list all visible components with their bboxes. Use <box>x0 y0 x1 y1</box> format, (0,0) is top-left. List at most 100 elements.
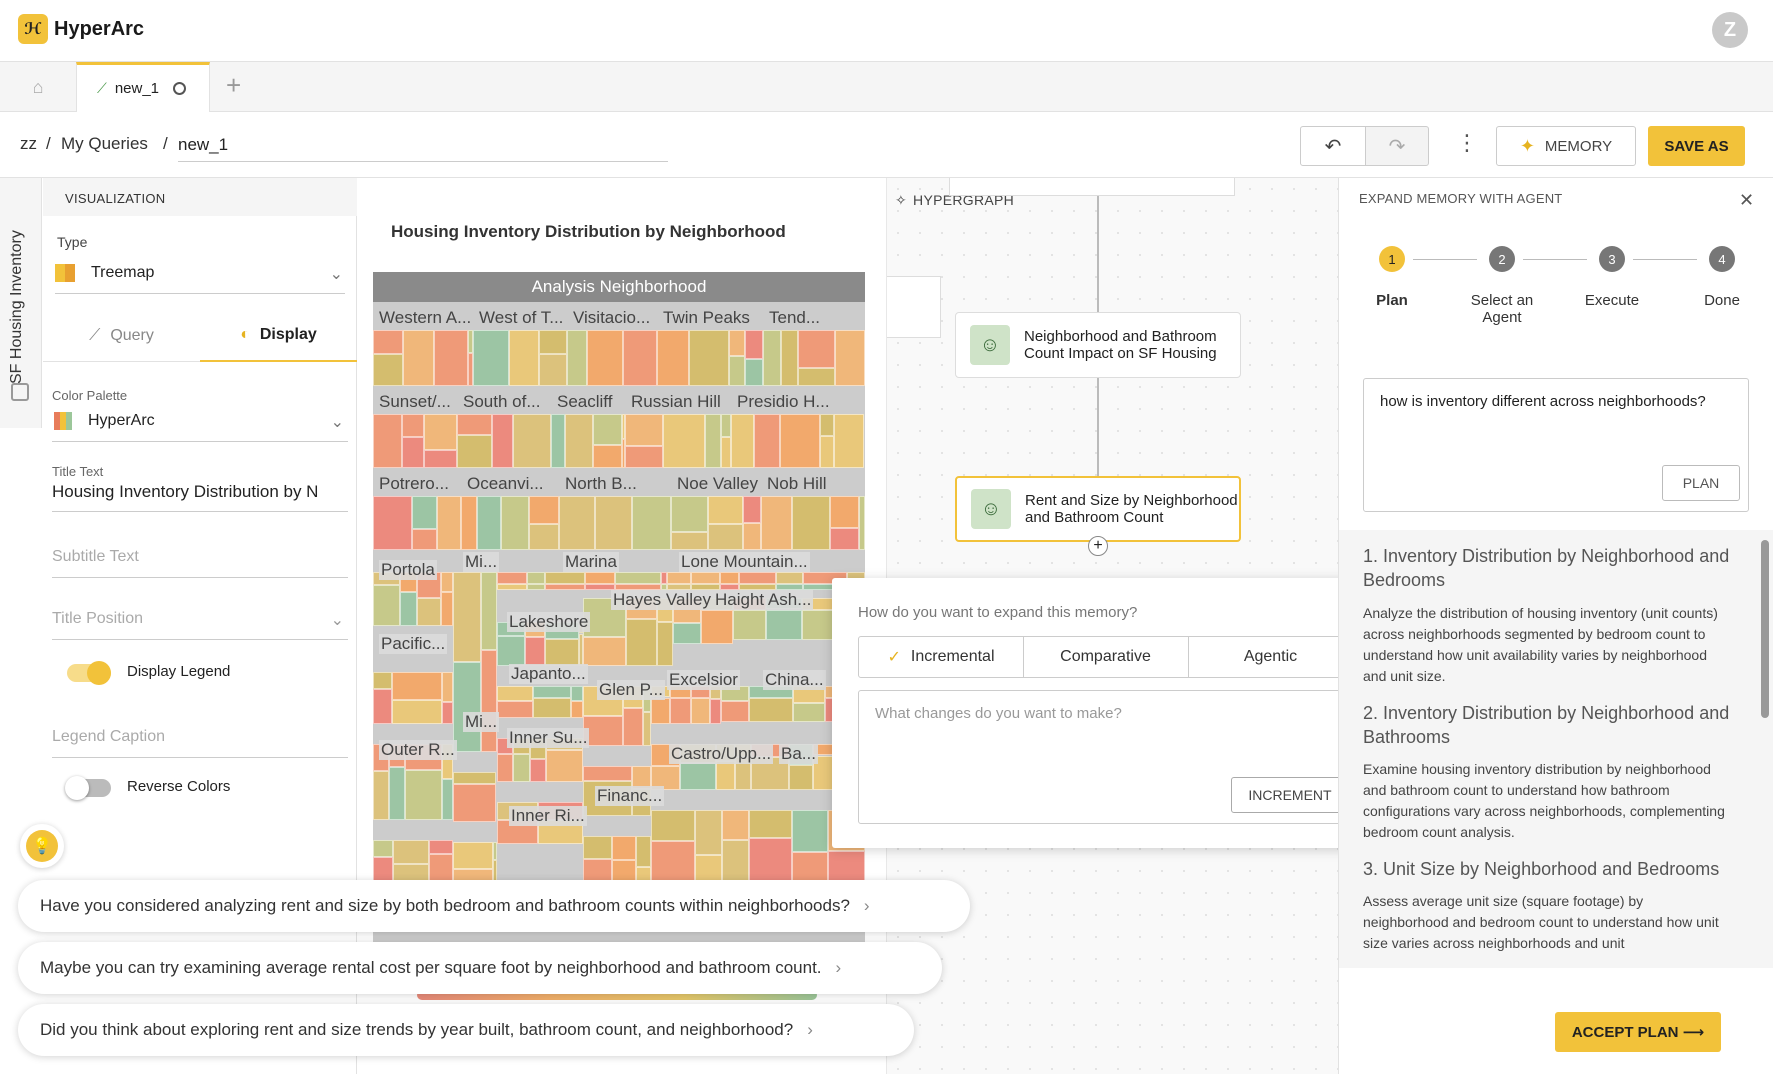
treemap-cell[interactable] <box>661 584 667 590</box>
save-as-button[interactable]: SAVE AS <box>1648 126 1745 166</box>
treemap-cell[interactable] <box>623 330 657 386</box>
treemap-cell[interactable] <box>424 414 457 450</box>
treemap-cell[interactable] <box>749 810 792 838</box>
treemap-cell[interactable] <box>453 784 496 822</box>
treemap-cell[interactable] <box>417 598 441 626</box>
treemap-cell[interactable] <box>595 496 632 550</box>
treemap-cell[interactable] <box>661 572 667 584</box>
treemap-cell[interactable] <box>820 414 834 436</box>
title-text-field[interactable]: Housing Inventory Distribution by N <box>52 482 348 512</box>
graph-node-selected[interactable]: ☺ Rent and Size by Neighborhood and Bath… <box>955 476 1241 542</box>
treemap-cell[interactable] <box>583 836 612 859</box>
treemap-cell[interactable] <box>545 584 585 590</box>
treemap-cell[interactable] <box>533 698 571 718</box>
treemap-cell[interactable] <box>651 698 670 724</box>
treemap-cell[interactable] <box>701 610 733 644</box>
treemap-cell[interactable] <box>497 584 527 590</box>
treemap-cell[interactable] <box>680 763 716 790</box>
suggestion-item[interactable]: Have you considered analyzing rent and s… <box>18 880 970 932</box>
treemap-cell[interactable] <box>373 354 403 386</box>
treemap-cell[interactable] <box>820 436 834 468</box>
treemap-chart[interactable]: Analysis Neighborhood Western A... West o… <box>373 272 865 962</box>
treemap-cell[interactable] <box>393 840 429 864</box>
treemap-cell[interactable] <box>830 496 859 528</box>
prompt-textarea[interactable]: how is inventory different across neighb… <box>1363 378 1749 512</box>
treemap-cell[interactable] <box>453 572 481 662</box>
undo-button[interactable]: ↶ <box>1300 126 1366 166</box>
treemap-cell[interactable] <box>776 584 803 590</box>
treemap-cell[interactable] <box>527 584 545 590</box>
treemap-cell[interactable] <box>402 414 424 437</box>
treemap-cell[interactable] <box>457 435 492 468</box>
treemap-cell[interactable] <box>389 767 405 820</box>
treemap-cell[interactable] <box>766 610 802 640</box>
option-comparative[interactable]: Comparative <box>1023 636 1189 678</box>
color-palette-select[interactable]: HyperArc ⌄ <box>52 406 348 442</box>
suggestion-bulb-button[interactable]: 💡 <box>20 824 64 868</box>
treemap-cell[interactable] <box>565 414 593 468</box>
treemap-cell[interactable] <box>501 496 529 550</box>
treemap-cell[interactable] <box>481 650 497 752</box>
treemap-cell[interactable] <box>525 637 545 666</box>
treemap-cell[interactable] <box>585 584 615 590</box>
treemap-cell[interactable] <box>761 496 792 550</box>
treemap-cell[interactable] <box>667 584 691 590</box>
treemap-cell[interactable] <box>671 496 708 532</box>
treemap-cell[interactable] <box>689 330 729 386</box>
breadcrumb-root[interactable]: zz <box>20 134 37 153</box>
treemap-cell[interactable] <box>492 414 513 468</box>
treemap-cell[interactable] <box>667 572 691 584</box>
treemap-cell[interactable] <box>457 414 492 435</box>
treemap-cell[interactable] <box>529 496 559 524</box>
treemap-cell[interactable] <box>671 532 708 550</box>
treemap-cell[interactable] <box>545 639 579 666</box>
treemap-cell[interactable] <box>722 810 749 840</box>
treemap-cell[interactable] <box>442 702 453 724</box>
treemap-cell[interactable] <box>473 330 509 386</box>
treemap-cell[interactable] <box>441 592 453 626</box>
query-title-field[interactable]: new_1 <box>178 132 668 162</box>
treemap-cell[interactable] <box>708 496 743 524</box>
treemap-cell[interactable] <box>412 496 437 529</box>
treemap-cell[interactable] <box>749 698 793 722</box>
treemap-cell[interactable] <box>643 712 651 746</box>
treemap-cell[interactable] <box>625 446 663 468</box>
tab-query[interactable]: ⟋ Query <box>43 310 200 362</box>
treemap-cell[interactable] <box>441 572 453 592</box>
treemap-cell[interactable] <box>691 698 710 724</box>
treemap-cell[interactable] <box>593 445 622 468</box>
treemap-cell[interactable] <box>695 810 722 855</box>
plan-list[interactable]: 1. Inventory Distribution by Neighborhoo… <box>1339 530 1773 968</box>
treemap-cell[interactable] <box>622 414 625 439</box>
treemap-cell[interactable] <box>545 572 585 584</box>
legend-caption-field[interactable]: Legend Caption <box>52 728 348 758</box>
treemap-cell[interactable] <box>651 810 695 841</box>
treemap-cell[interactable] <box>710 699 721 724</box>
treemap-cell[interactable] <box>720 572 739 584</box>
treemap-cell[interactable] <box>373 840 393 857</box>
treemap-cell[interactable] <box>835 330 865 386</box>
treemap-cell[interactable] <box>497 754 513 782</box>
treemap-cell[interactable] <box>403 330 434 386</box>
treemap-cell[interactable] <box>802 610 835 640</box>
treemap-cell[interactable] <box>623 708 643 746</box>
treemap-cell[interactable] <box>722 840 749 886</box>
treemap-cell[interactable] <box>429 840 453 854</box>
treemap-cell[interactable] <box>733 610 766 640</box>
treemap-cell[interactable] <box>527 572 545 584</box>
treemap-cell[interactable] <box>434 330 468 386</box>
treemap-cell[interactable] <box>716 761 735 790</box>
treemap-cell[interactable] <box>663 414 705 468</box>
treemap-cell[interactable] <box>513 754 530 782</box>
subtitle-text-field[interactable]: Subtitle Text <box>52 548 348 578</box>
treemap-cell[interactable] <box>402 437 424 468</box>
redo-button[interactable]: ↷ <box>1365 126 1429 166</box>
treemap-cell[interactable] <box>539 330 567 354</box>
treemap-cell[interactable] <box>497 686 533 701</box>
treemap-cell[interactable] <box>739 584 776 590</box>
treemap-cell[interactable] <box>587 330 623 386</box>
treemap-cell[interactable] <box>749 838 792 886</box>
treemap-cell[interactable] <box>424 450 457 468</box>
treemap-cell[interactable] <box>477 496 501 550</box>
treemap-cell[interactable] <box>546 750 583 782</box>
